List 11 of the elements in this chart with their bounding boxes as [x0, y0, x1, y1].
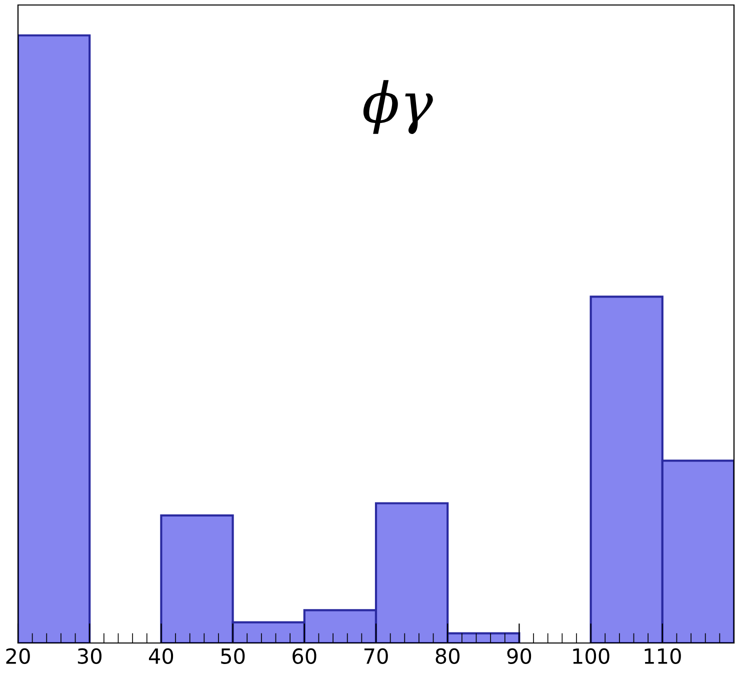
x-tick-label: 70 [364, 648, 388, 664]
x-tick-label: 90 [507, 648, 532, 664]
annotation: ϕγ [363, 80, 433, 134]
x-tick-label: 30 [78, 648, 102, 664]
x-tick-label: 20 [6, 648, 30, 664]
x-tick-label: 50 [221, 648, 245, 664]
x-tick-label: 60 [292, 648, 316, 664]
x-tick-label: 100 [573, 648, 610, 664]
x-tick-label: 80 [436, 648, 460, 664]
x-tick-label: 40 [148, 648, 174, 664]
x-tick-label: 110 [644, 648, 681, 664]
